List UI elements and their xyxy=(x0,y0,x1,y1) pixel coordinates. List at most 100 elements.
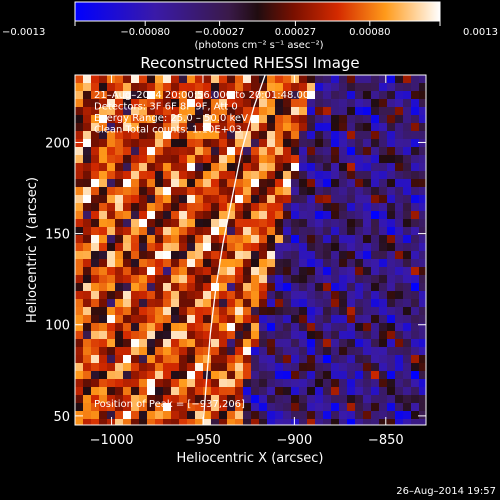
heatmap-cell xyxy=(395,347,403,355)
heatmap-cell xyxy=(115,307,123,315)
heatmap-cell xyxy=(299,323,307,331)
heatmap-cell xyxy=(371,363,379,371)
heatmap-cell xyxy=(355,371,363,379)
heatmap-cell xyxy=(283,147,291,155)
heatmap-cell xyxy=(171,155,179,163)
colorbar-tick-label: −0.00080 xyxy=(120,27,170,38)
heatmap-cell xyxy=(323,243,331,251)
y-tick-label: 200 xyxy=(45,136,70,151)
heatmap-cell xyxy=(115,155,123,163)
heatmap-cell xyxy=(411,371,419,379)
heatmap-cell xyxy=(243,219,251,227)
heatmap-cell xyxy=(315,171,323,179)
heatmap-cell xyxy=(347,291,355,299)
heatmap-cell xyxy=(115,75,123,83)
heatmap-cell xyxy=(211,371,219,379)
heatmap-cell xyxy=(307,291,315,299)
heatmap-cell xyxy=(203,259,211,267)
heatmap-cell xyxy=(291,187,299,195)
heatmap-cell xyxy=(227,371,235,379)
heatmap-cell xyxy=(235,83,243,91)
heatmap-cell xyxy=(371,75,379,83)
heatmap-cell xyxy=(347,363,355,371)
heatmap-cell xyxy=(187,75,195,83)
heatmap-cell xyxy=(99,315,107,323)
heatmap-cell xyxy=(355,331,363,339)
heatmap-cell xyxy=(419,259,426,267)
heatmap-cell xyxy=(219,83,227,91)
heatmap-cell xyxy=(163,395,171,403)
heatmap-cell xyxy=(147,195,155,203)
heatmap-cell xyxy=(331,187,339,195)
heatmap-cell xyxy=(395,219,403,227)
heatmap-cell xyxy=(403,267,411,275)
heatmap-cell xyxy=(139,275,147,283)
heatmap-cell xyxy=(107,83,115,91)
heatmap-cell xyxy=(171,371,179,379)
heatmap-cell xyxy=(91,275,99,283)
heatmap-cell xyxy=(307,171,315,179)
heatmap-cell xyxy=(75,283,83,291)
heatmap-cell xyxy=(363,307,371,315)
heatmap-cell xyxy=(307,419,315,425)
heatmap-cell xyxy=(379,99,387,107)
heatmap-cell xyxy=(315,347,323,355)
heatmap-cell xyxy=(275,235,283,243)
heatmap-cell xyxy=(99,403,107,411)
heatmap-cell xyxy=(107,371,115,379)
heatmap-cell xyxy=(83,107,91,115)
heatmap-cell xyxy=(187,363,195,371)
heatmap-cell xyxy=(379,243,387,251)
heatmap-cell xyxy=(115,163,123,171)
heatmap-cell xyxy=(299,139,307,147)
heatmap-cell xyxy=(275,419,283,425)
heatmap-cell xyxy=(75,83,83,91)
heatmap-cell xyxy=(307,75,315,83)
heatmap-cell xyxy=(235,139,243,147)
heatmap-cell xyxy=(267,187,275,195)
heatmap-cell xyxy=(163,379,171,387)
heatmap-cell xyxy=(91,187,99,195)
heatmap-cell xyxy=(339,139,347,147)
heatmap-cell xyxy=(363,235,371,243)
heatmap-cell xyxy=(195,323,203,331)
heatmap-cell xyxy=(131,147,139,155)
heatmap-cell xyxy=(211,235,219,243)
heatmap-cell xyxy=(267,211,275,219)
heatmap-cell xyxy=(387,179,395,187)
heatmap-cell xyxy=(323,187,331,195)
heatmap-cell xyxy=(323,179,331,187)
heatmap-cell xyxy=(403,283,411,291)
heatmap-cell xyxy=(347,307,355,315)
heatmap-cell xyxy=(163,187,171,195)
heatmap-cell xyxy=(219,315,227,323)
heatmap-cell xyxy=(339,115,347,123)
heatmap-cell xyxy=(83,91,91,99)
heatmap-cell xyxy=(363,355,371,363)
heatmap-cell xyxy=(123,355,131,363)
heatmap-cell xyxy=(123,339,131,347)
heatmap-cell xyxy=(171,347,179,355)
heatmap-cell xyxy=(355,83,363,91)
heatmap-cell xyxy=(371,387,379,395)
heatmap-cell xyxy=(107,171,115,179)
heatmap-cell xyxy=(379,203,387,211)
heatmap-cell xyxy=(355,107,363,115)
heatmap-cell xyxy=(355,235,363,243)
heatmap-cell xyxy=(371,115,379,123)
heatmap-cell xyxy=(267,371,275,379)
heatmap-cell xyxy=(139,131,147,139)
heatmap-cell xyxy=(235,243,243,251)
heatmap-cell xyxy=(307,187,315,195)
heatmap-cell xyxy=(419,403,426,411)
heatmap-cell xyxy=(275,323,283,331)
heatmap-cell xyxy=(171,115,179,123)
heatmap-cell xyxy=(379,283,387,291)
heatmap-cell xyxy=(411,331,419,339)
heatmap-cell xyxy=(299,387,307,395)
heatmap-cell xyxy=(355,379,363,387)
heatmap-cell xyxy=(139,355,147,363)
heatmap-cell xyxy=(91,123,99,131)
heatmap-cell xyxy=(411,259,419,267)
